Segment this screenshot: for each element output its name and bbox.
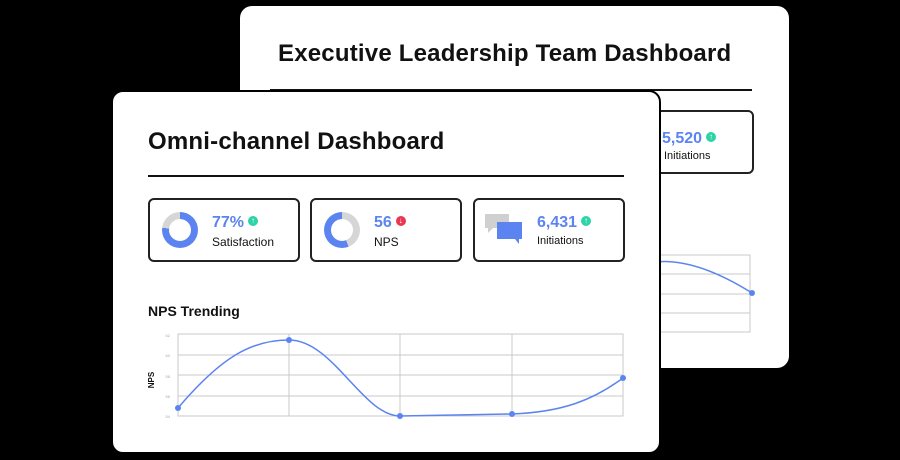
omnichannel-dashboard-card: Omni-channel Dashboard 77% ↑ Satisfaction… [111, 90, 661, 454]
kpi-label: Initiations [537, 235, 584, 247]
donut-chart-icon [324, 212, 360, 248]
y-axis-label: NPS [147, 371, 156, 388]
kpi-nps[interactable]: 56 ↓ NPS [310, 198, 462, 262]
title-divider [148, 175, 624, 177]
kpi-label: NPS [374, 235, 399, 249]
donut-chart-icon [162, 212, 198, 248]
trend-up-icon: ↑ [248, 215, 259, 226]
kpi-value: 5,520 [662, 130, 703, 147]
kpi-value: 6,431 [537, 214, 578, 231]
svg-text:56: 56 [166, 394, 171, 399]
trend-up-icon: ↑ [706, 131, 717, 142]
svg-text:54: 54 [166, 414, 171, 419]
kpi-label: Satisfaction [212, 235, 275, 249]
chart-title: NPS Trending [148, 303, 240, 319]
kpi-value: 77% [212, 214, 245, 231]
svg-text:60: 60 [166, 353, 171, 358]
kpi-label: Initiations [664, 150, 711, 162]
svg-text:62: 62 [166, 333, 171, 338]
kpi-satisfaction[interactable]: 77% ↑ Satisfaction [148, 198, 300, 262]
trend-down-icon: ↓ [395, 215, 406, 226]
nps-trend-chart: NPS 62 60 58 56 54 [147, 333, 626, 419]
svg-text:58: 58 [166, 374, 171, 379]
kpi-value: 56 [374, 214, 392, 231]
trend-up-icon: ↑ [581, 215, 592, 226]
omnichannel-dashboard-title: Omni-channel Dashboard [148, 128, 445, 155]
kpi-initiations[interactable]: 6,431 ↑ Initiations [473, 198, 625, 262]
chat-bubbles-icon [485, 214, 522, 244]
executive-dashboard-title: Executive Leadership Team Dashboard [278, 40, 732, 67]
